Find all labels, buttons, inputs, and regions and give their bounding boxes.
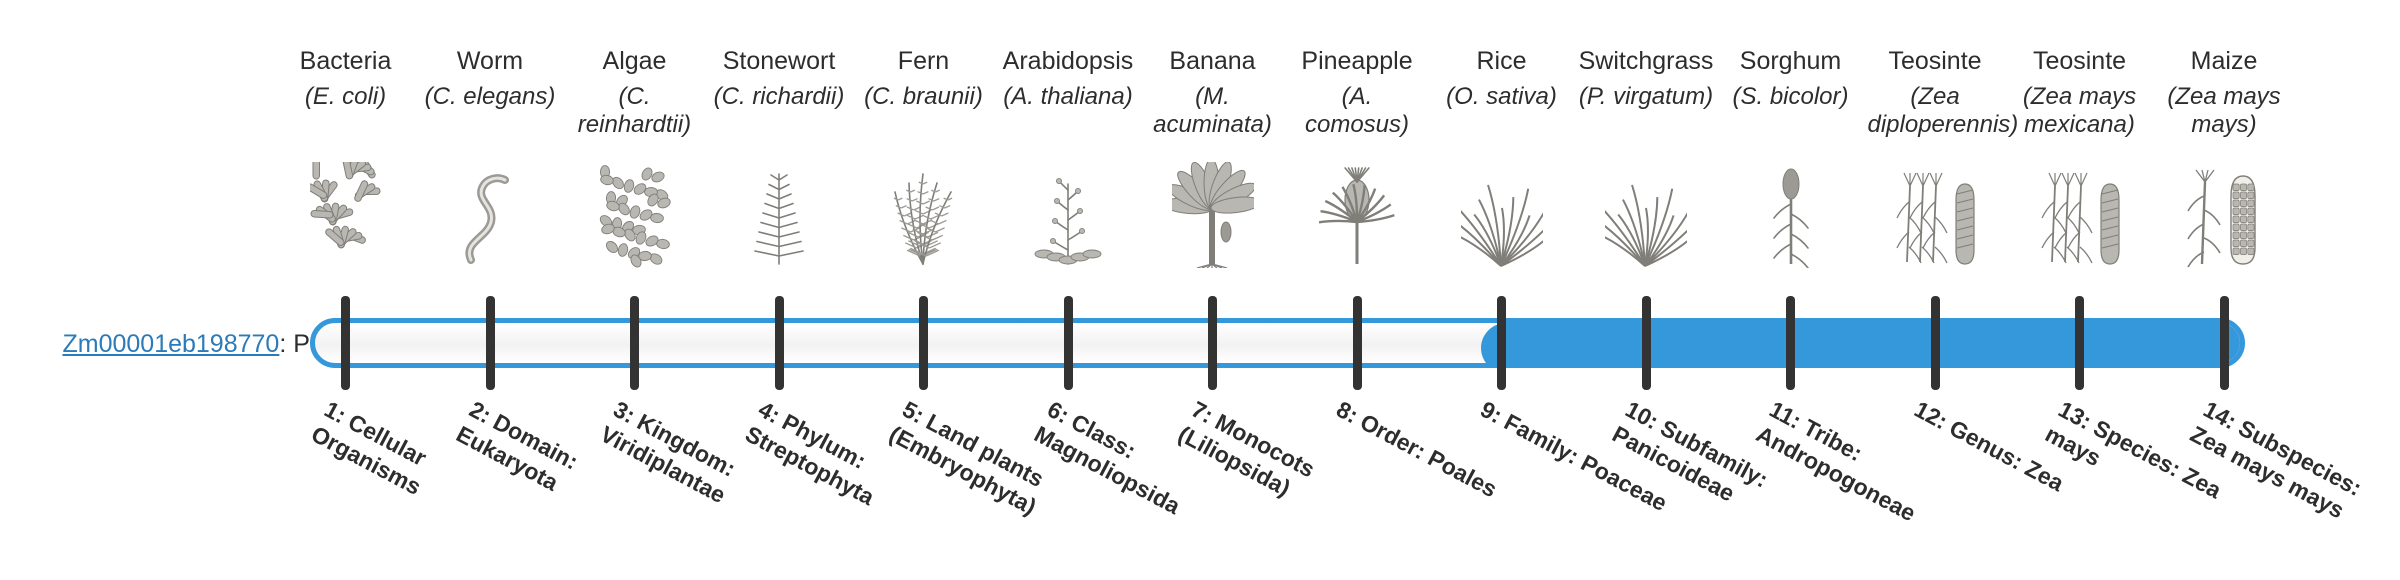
species-scientific-name: (C. elegans)	[424, 83, 556, 110]
banana-icon	[1145, 158, 1280, 268]
rice-icon	[1434, 158, 1569, 268]
stratum-number: 8:	[1331, 395, 1363, 429]
stratum-label-row: 1: Cellular Organisms 2: Domain: Eukaryot…	[307, 395, 2400, 580]
sorghum-icon	[1723, 158, 1858, 268]
species-column: Maize (Zea mays mays)	[2157, 46, 2292, 268]
fern-icon	[856, 158, 991, 268]
species-common-name: Rice	[1476, 47, 1527, 75]
maize-icon	[2157, 158, 2292, 268]
species-column: Banana (M. acuminata)	[1145, 46, 1280, 268]
stratum-number: 9:	[1476, 395, 1507, 429]
species-common-name: Switchgrass	[1578, 47, 1714, 75]
species-column: Sorghum (S. bicolor)	[1723, 46, 1858, 268]
stratum-number: 12:	[1909, 395, 1952, 435]
species-scientific-name: (M. acuminata)	[1153, 83, 1272, 138]
timeline-tick	[1930, 296, 1940, 390]
timeline-tick	[2075, 296, 2084, 390]
gene-id-link[interactable]: Zm00001eb198770	[62, 330, 280, 358]
timeline-fill	[1481, 323, 2240, 363]
species-column: Teosinte (Zea mays mexicana)	[2012, 46, 2147, 265]
algae-icon	[567, 158, 702, 268]
worm-icon	[423, 158, 558, 268]
timeline-tick	[1063, 296, 1073, 390]
bacteria-icon	[278, 158, 413, 268]
species-scientific-name: (Zea mays mexicana)	[2022, 83, 2137, 138]
timeline-tick	[1786, 296, 1795, 390]
species-column: Rice (O. sativa)	[1434, 46, 1569, 267]
arabidopsis-icon	[1001, 158, 1136, 268]
species-scientific-name: (C. reinhardtii)	[577, 83, 692, 138]
timeline-tick	[1352, 296, 1362, 390]
species-common-name: Fern	[897, 47, 950, 75]
species-scientific-name: (A. thaliana)	[1003, 83, 1133, 110]
species-common-name: Pineapple	[1301, 47, 1413, 75]
species-scientific-name: (Zea mays mays)	[2167, 83, 2281, 138]
species-column: Fern (C. braunii)	[856, 46, 991, 265]
stonewort-icon	[712, 158, 847, 268]
timeline-tick	[341, 296, 350, 390]
species-common-name: Maize	[2190, 47, 2258, 75]
timeline-tick	[774, 296, 784, 390]
species-scientific-name: (C. richardii)	[713, 83, 845, 110]
species-scientific-name: (Zea diploperennis)	[1867, 83, 2019, 138]
species-column: Bacteria (E. coli)	[278, 46, 413, 249]
species-common-name: Bacteria	[299, 47, 392, 75]
species-scientific-name: (C. braunii)	[864, 83, 983, 110]
timeline-tick	[1208, 296, 1217, 390]
species-column: Teosinte (Zea diploperennis)	[1867, 46, 2019, 265]
timeline-tick	[919, 296, 928, 390]
stratum-name: Cellular Organisms	[307, 408, 431, 500]
species-column: Stonewort (C. richardii)	[712, 46, 847, 265]
species-column: Switchgrass (P. virgatum)	[1578, 46, 1714, 267]
species-scientific-name: (P. virgatum)	[1578, 83, 1714, 110]
species-column: Algae (C. reinhardtii)	[567, 46, 702, 268]
pineapple-icon	[1290, 158, 1425, 268]
species-common-name: Arabidopsis	[1002, 47, 1134, 75]
gene-label-separator: :	[279, 330, 294, 358]
species-column: Pineapple (A. comosus)	[1290, 46, 1425, 264]
species-common-name: Teosinte	[2032, 47, 2127, 75]
species-common-name: Sorghum	[1739, 47, 1842, 75]
timeline-tick	[1641, 296, 1651, 390]
switchgrass-icon	[1579, 158, 1714, 268]
species-scientific-name: (S. bicolor)	[1732, 83, 1849, 110]
species-common-name: Teosinte	[1888, 47, 1982, 75]
teosinte-icon	[2012, 158, 2147, 268]
species-common-name: Stonewort	[722, 47, 836, 75]
timeline-tick	[485, 296, 495, 390]
species-common-name: Banana	[1169, 47, 1256, 75]
timeline-tick	[2219, 296, 2229, 390]
species-scientific-name: (O. sativa)	[1446, 83, 1557, 110]
species-common-name: Worm	[456, 47, 524, 75]
timeline-tick	[1497, 296, 1506, 390]
timeline-tick-group	[310, 296, 2245, 390]
species-common-name: Algae	[602, 47, 667, 75]
species-column: Arabidopsis (A. thaliana)	[1001, 46, 1136, 265]
species-header-row: Bacteria (E. coli) Worm (C. elegans) Algae (C…	[300, 46, 2380, 296]
species-scientific-name: (E. coli)	[304, 83, 387, 110]
teosinte-icon	[1868, 158, 2003, 268]
stratum-name: Order: Poales	[1355, 408, 1501, 503]
species-column: Worm (C. elegans)	[423, 46, 558, 264]
phylostratum-timeline	[310, 296, 2245, 390]
timeline-tick	[630, 296, 639, 390]
species-scientific-name: (A. comosus)	[1304, 83, 1410, 138]
